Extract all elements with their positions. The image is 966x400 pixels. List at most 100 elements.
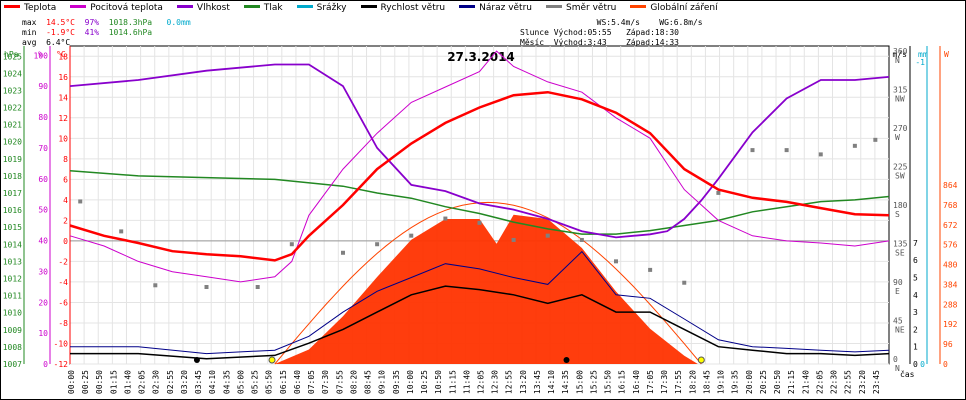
x-tick-label: 16:40 (632, 370, 641, 394)
press-tick-label: 1013 (3, 257, 22, 266)
x-tick-label: 05:50 (265, 370, 274, 394)
temp-tick-label: -12 (54, 360, 69, 369)
x-tick-label: 09:10 (378, 370, 387, 394)
rad-axis-label: W (944, 50, 949, 59)
x-tick-label: 04:35 (222, 370, 231, 394)
dir-tick-label: 90 (893, 278, 903, 287)
wind-direction-point (579, 237, 584, 242)
stats-max-label: max (22, 18, 37, 27)
x-tick-label: 06:15 (279, 370, 288, 394)
legend-swatch (296, 5, 313, 8)
x-tick-label: 04:10 (208, 370, 217, 394)
x-tick-label: 17:30 (660, 370, 669, 394)
wind-tick-label: 5 (913, 274, 918, 283)
moonset-marker (563, 357, 570, 363)
x-tick-label: 10:25 (420, 370, 429, 394)
dir-tick-label: NE (895, 326, 905, 335)
temp-tick-label: -2 (58, 257, 68, 266)
temp-tick-label: -6 (58, 298, 68, 307)
rad-tick-label: 384 (943, 280, 958, 289)
legend-item: Rychlost větru (360, 3, 445, 13)
x-tick-label: 14:35 (561, 370, 570, 394)
x-tick-label: 10:00 (406, 370, 415, 394)
x-tick-label: 02:55 (166, 370, 175, 394)
sun-label: Slunce (520, 28, 549, 37)
x-tick-label: 16:15 (618, 370, 627, 394)
x-tick-label: 14:10 (547, 370, 556, 394)
press-tick-label: 1012 (3, 275, 22, 284)
x-tick-label: 07:30 (321, 370, 330, 394)
rad-tick-label: 480 (943, 261, 958, 270)
legend-label: Směr větru (566, 3, 617, 13)
moon-row: Měsíc Východ:3:43 Západ:14:33 (520, 38, 703, 48)
feels-like-line (69, 50, 890, 283)
dir-tick-label: 45 (893, 317, 903, 326)
press-axis-label: hPa (4, 50, 19, 59)
press-tick-label: 1022 (3, 104, 22, 113)
press-tick-label: 1008 (3, 343, 22, 352)
x-tick-label: 20:25 (759, 370, 768, 394)
x-tick-label: 22:55 (844, 370, 853, 394)
legend-swatch (459, 5, 476, 8)
wind-tick-label: 4 (913, 291, 918, 300)
x-tick-label: 05:00 (236, 370, 245, 394)
legend-label: Pocitová teplota (90, 3, 163, 13)
press-tick-label: 1021 (3, 121, 22, 130)
temp-tick-label: 8 (63, 155, 68, 164)
temp-tick-label: 4 (63, 196, 68, 205)
clear-sky-curve (274, 201, 702, 365)
rad-tick-label: 864 (943, 181, 958, 190)
wind-direction-point (409, 233, 414, 238)
x-tick-label: 07:55 (335, 370, 344, 394)
wind-direction-point (289, 242, 294, 247)
x-tick-label: 00:00 (67, 370, 76, 394)
legend-label: Teplota (24, 3, 57, 13)
wind-direction-point (78, 199, 83, 204)
wind-direction-point (784, 148, 789, 153)
x-tick-label: 19:35 (731, 370, 740, 394)
x-tick-label: 13:45 (533, 370, 542, 394)
legend-label: Tlak (263, 3, 283, 13)
rain-tick-label: -1 (915, 58, 925, 67)
sunset-marker (697, 356, 705, 364)
x-tick-label: 20:50 (773, 370, 782, 394)
x-tick-label: 02:30 (152, 370, 161, 394)
legend-swatch (70, 5, 87, 8)
x-tick-label: 18:45 (702, 370, 711, 394)
hum-tick-label: 20 (38, 298, 48, 307)
x-tick-label: 11:15 (448, 370, 457, 394)
rad-tick-label: 192 (943, 320, 958, 329)
press-tick-label: 1009 (3, 326, 22, 335)
temp-tick-label: 10 (58, 134, 68, 143)
x-tick-label: 12:05 (477, 370, 486, 394)
moon-rise: Východ:3:43 (553, 38, 607, 47)
press-tick-label: 1014 (3, 240, 22, 249)
wind-tick-label: 7 (913, 239, 918, 248)
wind-direction-point (682, 280, 687, 285)
press-tick-label: 1025 (3, 52, 22, 61)
stats-avg-row: avg 6.4°C (22, 38, 191, 48)
wind-direction-point (255, 285, 260, 289)
legend-item: Tlak (243, 3, 283, 13)
pressure-line (69, 170, 890, 235)
press-tick-label: 1023 (3, 86, 22, 95)
press-tick-label: 1017 (3, 189, 22, 198)
rain-tick-label: 0 (920, 360, 925, 369)
wind-direction-point (614, 259, 618, 264)
temp-axis-label: °C (56, 50, 66, 59)
dir-tick-label: S (895, 210, 900, 219)
stats-max-hum: 97% (84, 18, 100, 27)
x-tick-label: 18:20 (688, 370, 697, 394)
wind-direction-point (648, 267, 653, 272)
x-tick-label: 11:40 (462, 370, 471, 394)
temp-tick-label: 6 (63, 175, 68, 184)
x-tick-label: 17:55 (674, 370, 683, 394)
legend-item: Náraz větru (459, 3, 532, 13)
wind-direction-point (750, 148, 755, 153)
dir-tick-label: SE (895, 249, 905, 258)
legend-item: Vlhkost (176, 3, 230, 13)
legend-swatch (4, 5, 20, 8)
hum-axis-label: % (38, 50, 43, 59)
dir-tick-label: 315 (893, 86, 908, 95)
